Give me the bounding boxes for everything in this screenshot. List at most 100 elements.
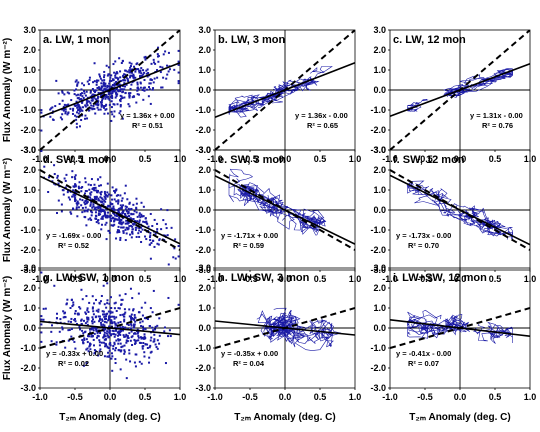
data-point (133, 332, 136, 335)
data-point (63, 93, 66, 96)
data-point (74, 197, 77, 200)
data-point (77, 187, 80, 190)
data-point (121, 197, 124, 200)
data-point (102, 284, 105, 287)
data-point (117, 342, 120, 345)
data-point (124, 184, 127, 187)
data-point (61, 91, 64, 94)
regression-line (40, 175, 180, 245)
data-point (136, 93, 139, 96)
data-point (42, 307, 45, 310)
data-point (89, 328, 92, 331)
data-point (93, 107, 96, 110)
data-point (92, 188, 95, 191)
data-point (113, 343, 116, 346)
data-point (130, 317, 133, 320)
data-point (83, 90, 86, 93)
data-point (119, 349, 122, 352)
data-point (125, 226, 128, 229)
data-point (93, 96, 96, 99)
data-point (97, 95, 100, 98)
data-point (130, 236, 133, 239)
data-point (91, 295, 94, 298)
data-point (102, 106, 105, 109)
data-point (129, 76, 132, 79)
regression-line (215, 62, 355, 118)
data-point (114, 322, 117, 325)
data-point (105, 108, 108, 111)
data-point (105, 344, 108, 347)
data-point (117, 89, 120, 92)
data-point (157, 46, 160, 49)
y-tick-label: -3.0 (195, 383, 211, 393)
data-point (108, 325, 111, 328)
data-point (101, 89, 104, 92)
data-point (93, 90, 96, 93)
data-point (55, 79, 58, 82)
x-axis-label: T₂ₘ Anomaly (deg. C) (234, 412, 335, 423)
data-traces (256, 307, 342, 351)
data-point (80, 98, 83, 101)
data-point (90, 328, 93, 331)
data-point (125, 83, 128, 86)
data-point (88, 109, 91, 112)
y-tick-label: -1.0 (20, 225, 36, 235)
data-point (95, 330, 98, 333)
data-point (108, 315, 111, 318)
data-point (81, 101, 84, 104)
data-point (146, 75, 149, 78)
data-point (74, 104, 77, 107)
data-point (123, 349, 126, 352)
data-point (105, 321, 108, 324)
data-point (97, 79, 100, 82)
y-tick-label: 1.0 (373, 65, 386, 75)
data-point (90, 97, 93, 100)
data-point (123, 96, 126, 99)
data-point (121, 329, 124, 332)
data-point (149, 239, 152, 242)
data-point (169, 335, 172, 338)
data-point (107, 97, 110, 100)
data-point (130, 336, 133, 339)
data-point (124, 293, 127, 296)
data-point (74, 183, 77, 186)
data-point (154, 343, 157, 346)
data-point (113, 217, 116, 220)
data-point (76, 97, 79, 100)
data-point (148, 356, 151, 359)
data-point (88, 188, 91, 191)
data-point (161, 86, 164, 89)
data-point (74, 174, 77, 177)
data-point (134, 228, 137, 231)
data-point (88, 100, 91, 103)
y-tick-label: 1.0 (373, 303, 386, 313)
data-point (71, 112, 74, 115)
data-point (100, 86, 103, 89)
data-point (89, 184, 92, 187)
data-point (103, 315, 106, 318)
data-point (114, 76, 117, 79)
data-point (132, 76, 135, 79)
data-point (89, 102, 92, 105)
data-point (122, 74, 125, 77)
data-point (40, 129, 43, 132)
data-point (99, 176, 102, 179)
data-point (153, 218, 156, 221)
data-point (100, 105, 103, 108)
data-point (95, 309, 98, 312)
data-point (86, 104, 89, 107)
x-tick-label: 0.5 (489, 274, 502, 284)
data-point (134, 68, 137, 71)
plot-area (40, 271, 180, 380)
data-point (130, 74, 133, 77)
data-point (95, 79, 98, 82)
data-point (40, 150, 43, 153)
data-point (61, 326, 64, 329)
data-point (119, 314, 122, 317)
data-point (131, 317, 134, 320)
data-point (109, 312, 112, 315)
data-point (89, 343, 92, 346)
data-point (131, 96, 134, 99)
data-point (128, 225, 131, 228)
data-point (79, 198, 82, 201)
